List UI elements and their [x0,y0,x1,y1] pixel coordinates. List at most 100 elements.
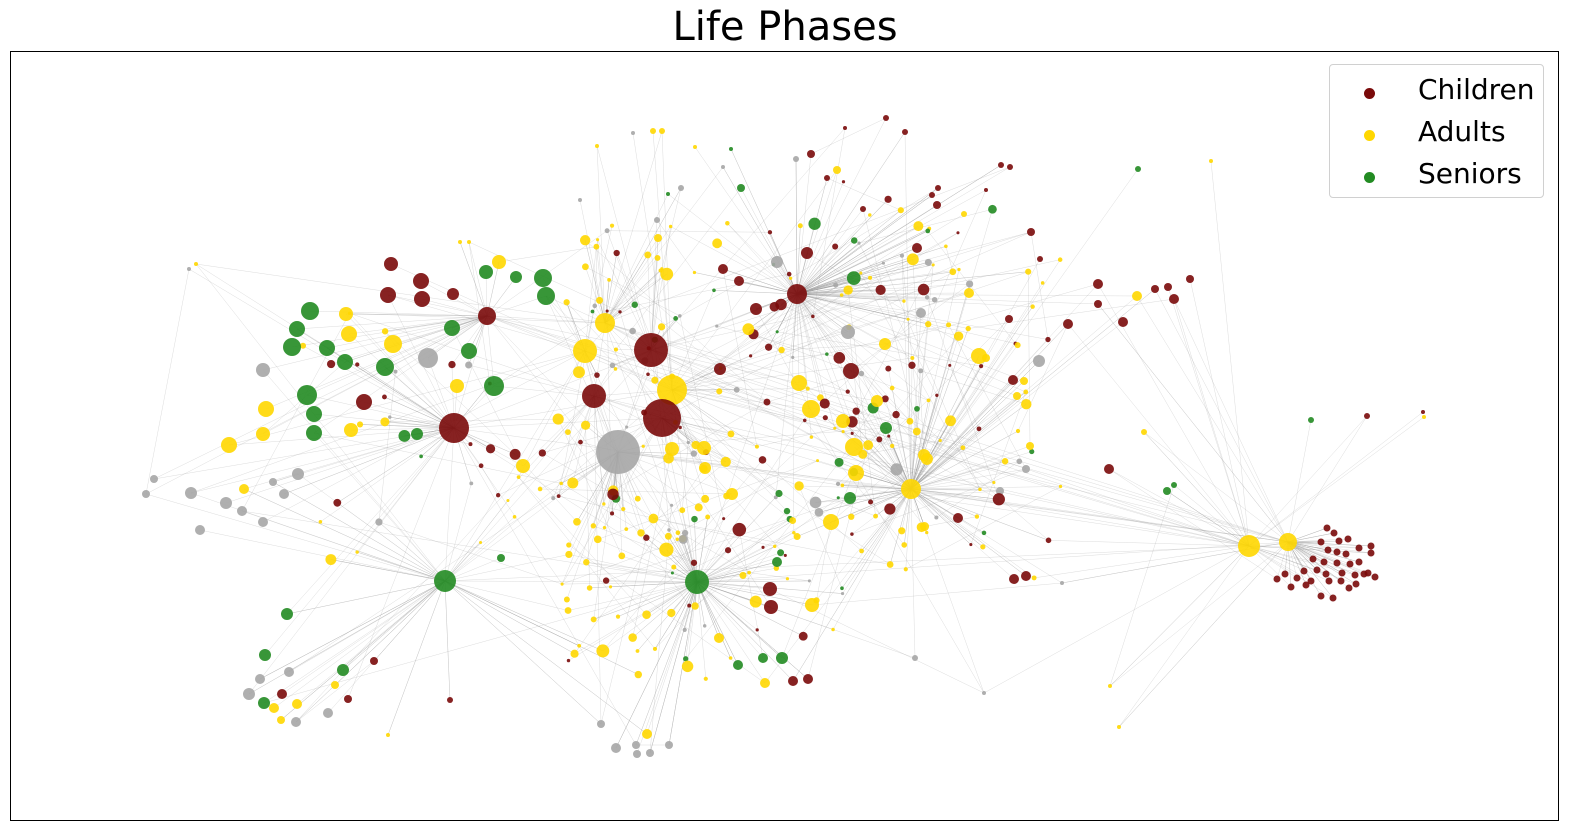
network-edge [387,580,446,736]
network-edge [444,451,619,582]
network-edge [739,529,764,659]
network-node-adults [839,293,844,297]
network-edge [568,581,698,611]
network-edge [832,488,912,630]
network-node-adults [618,552,626,560]
network-edge [145,315,488,495]
network-node-unknown [646,749,654,757]
network-edge [1143,431,1250,547]
network-edge [453,315,488,429]
network-node-children [885,365,892,372]
network-node-adults [657,323,666,331]
network-edge [427,315,488,359]
network-edge [799,485,912,490]
network-edge [296,315,488,330]
network-node-adults [537,486,543,492]
network-node-adults [980,544,986,550]
network-edge [604,322,1250,547]
network-node-children [1338,569,1346,577]
network-edge [936,461,1020,518]
network-edge [685,581,698,659]
network-edge [384,366,455,429]
network-edge [1143,431,1250,547]
network-node-unknown [773,495,778,500]
network-edge [1287,541,1360,563]
network-node-children [1352,580,1360,588]
network-graph [142,115,1426,758]
network-edge [682,510,698,583]
network-edge [661,417,786,556]
network-node-adults [458,240,462,244]
network-edge [696,581,707,679]
network-node-children [447,288,459,300]
network-node-seniors [729,147,733,151]
network-node-seniors [537,287,555,305]
network-node-children [382,394,387,400]
network-edge [615,187,742,350]
network-node-adults [573,339,597,363]
network-node-children [843,126,847,130]
network-edge [671,389,1289,543]
network-edge [566,302,642,533]
network-node-children [749,354,753,358]
network-node-unknown [629,327,636,335]
network-edge [796,240,855,295]
network-edge [654,510,788,650]
network-node-unknown [924,258,932,266]
network-edge [558,495,775,547]
network-node-children [850,431,854,435]
network-edge [444,580,575,654]
network-edge [654,262,884,381]
edge-layer [145,117,1425,755]
network-edge [604,270,661,324]
network-edge [806,252,987,359]
network-edge [696,555,786,583]
network-node-children [852,407,860,415]
network-edge [796,177,828,295]
network-node-adults [467,240,471,244]
network-edge [910,328,969,490]
network-edge [796,199,889,295]
network-node-seniors [1135,166,1141,172]
network-edge [796,214,870,295]
network-edge [825,417,912,490]
network-edge [337,427,455,503]
network-edge [671,389,812,410]
network-node-children [718,264,728,274]
network-edge [912,259,925,456]
network-edge [1248,545,1357,585]
network-edge [384,366,455,429]
network-edge [330,559,446,582]
network-edge [910,366,982,490]
network-node-adults [634,495,641,502]
network-edge [604,193,669,324]
network-edge [296,580,446,705]
network-edge [444,580,451,701]
network-edge [910,395,938,490]
network-node-children [833,351,846,364]
network-edge [910,343,1016,490]
network-edge [345,313,488,317]
network-edge [910,365,950,490]
network-edge [632,448,673,638]
network-node-adults [879,338,891,350]
network-edge [561,417,663,585]
network-edge [910,323,1069,490]
network-edge [558,395,595,497]
network-edge [1287,541,1356,576]
network-node-adults [552,413,564,425]
network-node-children [1151,285,1159,293]
network-node-adults [637,529,645,537]
network-edge [542,452,750,573]
network-edge [796,210,901,295]
network-node-seniors [319,340,335,356]
network-edge [795,158,798,295]
network-edge [650,231,1032,351]
network-edge [768,293,798,348]
network-node-adults [384,335,402,353]
network-edge [910,259,1061,490]
network-node-children [607,488,619,501]
network-node-unknown [982,691,986,695]
network-node-adults [1108,684,1112,688]
network-edge [777,331,982,367]
